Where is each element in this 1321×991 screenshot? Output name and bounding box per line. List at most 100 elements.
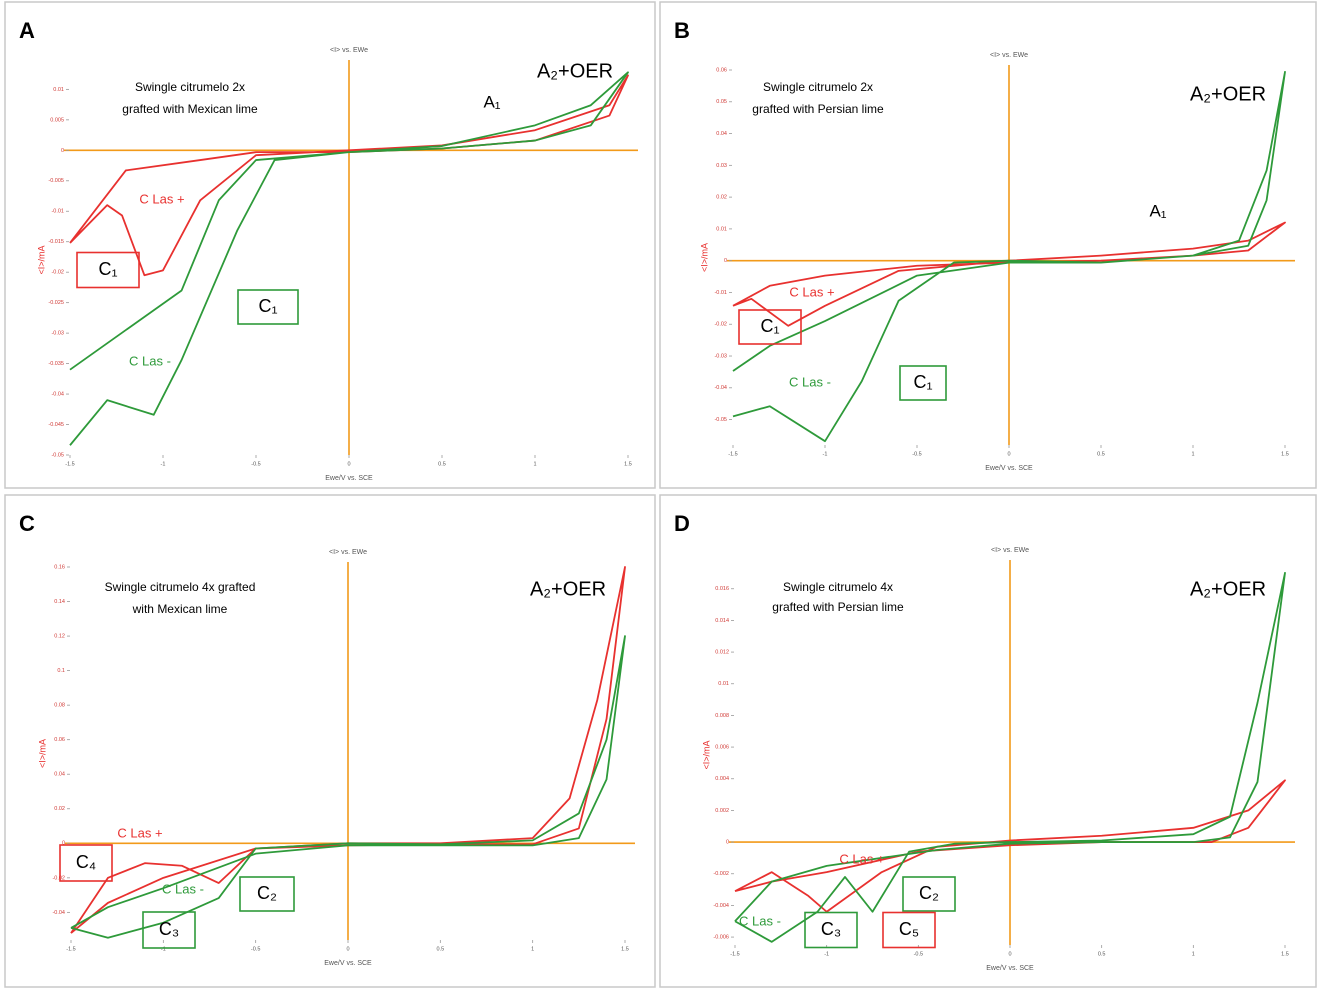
y-tick-label: -0.02 xyxy=(52,875,65,881)
annotation: with Mexican lime xyxy=(132,602,228,616)
annotation: C₅ xyxy=(899,919,919,939)
y-tick-label: 0.005 xyxy=(50,117,64,123)
y-tick-label: -0.006 xyxy=(713,935,729,941)
label-box xyxy=(59,844,113,882)
y-tick-label: 0.008 xyxy=(715,713,729,719)
x-tick-label: 0 xyxy=(1008,951,1011,957)
y-tick-label: 0.012 xyxy=(715,650,729,656)
annotation: Swingle citrumelo 4x xyxy=(783,580,893,594)
annotation: A₂+OER xyxy=(530,578,606,600)
y-tick-label: -0.02 xyxy=(51,270,64,276)
y-tick-label: 0.002 xyxy=(715,808,729,814)
x-tick-label: 0 xyxy=(1007,451,1010,457)
label-box xyxy=(899,365,947,401)
x-tick-label: 1 xyxy=(1192,951,1195,957)
x-tick-label: 1.5 xyxy=(621,946,629,952)
label-box xyxy=(804,911,858,949)
annotation: C Las + xyxy=(789,284,834,299)
x-tick-label: -1 xyxy=(161,461,166,467)
x-tick-label: 1.5 xyxy=(1281,451,1289,457)
x-axis-title: Ewe/V vs. SCE xyxy=(985,465,1033,472)
panel-label: C xyxy=(19,511,35,536)
y-axis-title: <I>/mA xyxy=(701,740,711,769)
cv-curve xyxy=(69,71,629,446)
x-tick-label: -1 xyxy=(824,951,829,957)
annotation: C Las - xyxy=(129,353,171,368)
cv-curve xyxy=(70,635,626,939)
x-tick-label: -1.5 xyxy=(66,946,75,952)
chart-header: <I> vs. EWe xyxy=(330,47,368,54)
annotation: C Las - xyxy=(739,913,781,928)
y-tick-label: -0.01 xyxy=(51,209,64,215)
x-tick-label: -1.5 xyxy=(65,461,74,467)
y-tick-label: -0.045 xyxy=(48,422,64,428)
annotation: C₁ xyxy=(258,296,277,316)
x-axis-title: Ewe/V vs. SCE xyxy=(325,475,373,482)
x-tick-label: -1 xyxy=(161,946,166,952)
y-tick-label: 0.01 xyxy=(716,226,727,232)
y-axis-title: <I>/mA xyxy=(36,245,46,274)
cv-curve xyxy=(732,221,1286,327)
y-tick-label: 0 xyxy=(724,258,727,264)
y-tick-label: -0.03 xyxy=(51,331,64,337)
y-tick-label: 0.004 xyxy=(715,776,729,782)
annotation: C₁ xyxy=(98,259,117,279)
y-tick-label: -0.02 xyxy=(714,322,727,328)
chart-header: <I> vs. EWe xyxy=(329,549,367,556)
annotation: Swingle citrumelo 2x xyxy=(135,80,245,94)
y-tick-label: 0.014 xyxy=(715,618,729,624)
x-tick-label: -0.5 xyxy=(914,951,923,957)
annotation: A₁ xyxy=(483,92,500,111)
y-tick-label: -0.035 xyxy=(48,361,64,367)
panel: D <I> vs. EWe Ewe/V vs. SCE <I>/mA -0.006 -0.… xyxy=(659,494,1317,988)
x-axis-title: Ewe/V vs. SCE xyxy=(324,960,372,967)
label-box xyxy=(882,911,936,949)
y-tick-label: 0.04 xyxy=(54,772,65,778)
annotation: C₄ xyxy=(76,852,96,872)
annotation: A₂+OER xyxy=(1190,83,1266,105)
y-tick-label: 0 xyxy=(61,148,64,154)
x-tick-label: 1.5 xyxy=(624,461,632,467)
annotation: C₁ xyxy=(760,316,779,336)
panel-border xyxy=(4,494,656,988)
annotation: grafted with Persian lime xyxy=(752,102,884,116)
y-axis-title: <I>/mA xyxy=(37,739,47,768)
annotation: C Las + xyxy=(139,191,184,206)
label-box xyxy=(237,289,299,325)
y-tick-label: -0.04 xyxy=(52,910,65,916)
panel-border xyxy=(659,494,1317,988)
cv-curve xyxy=(732,71,1286,443)
y-tick-label: -0.04 xyxy=(714,385,727,391)
label-box xyxy=(76,251,140,289)
annotation: C Las + xyxy=(839,851,884,866)
y-tick-label: -0.03 xyxy=(714,353,727,359)
y-tick-label: 0.06 xyxy=(54,737,65,743)
label-box xyxy=(738,309,802,345)
annotation: C₂ xyxy=(257,883,277,903)
x-tick-label: 0.5 xyxy=(437,946,445,952)
panel-label: A xyxy=(19,18,35,43)
x-tick-label: -0.5 xyxy=(251,461,260,467)
annotation: C Las + xyxy=(117,825,162,840)
annotation: A₂+OER xyxy=(537,60,613,82)
y-tick-label: 0.1 xyxy=(57,668,65,674)
y-tick-label: -0.01 xyxy=(714,290,727,296)
panel: A <I> vs. EWe Ewe/V vs. SCE <I>/mA -0.05 -0.0… xyxy=(4,1,656,489)
x-tick-label: 1.5 xyxy=(1281,951,1289,957)
y-tick-label: -0.05 xyxy=(714,417,727,423)
y-tick-label: -0.015 xyxy=(48,239,64,245)
y-tick-label: -0.002 xyxy=(713,871,729,877)
panel-border xyxy=(659,1,1317,489)
chart-header: <I> vs. EWe xyxy=(991,547,1029,554)
x-tick-label: -0.5 xyxy=(251,946,260,952)
y-tick-label: 0 xyxy=(726,840,729,846)
y-tick-label: 0 xyxy=(62,841,65,847)
y-tick-label: 0.08 xyxy=(54,703,65,709)
annotation: A₁ xyxy=(1149,201,1166,220)
annotation: C₂ xyxy=(919,883,939,903)
annotation: C Las - xyxy=(162,881,204,896)
y-tick-label: 0.01 xyxy=(718,681,729,687)
y-tick-label: -0.05 xyxy=(51,452,64,458)
